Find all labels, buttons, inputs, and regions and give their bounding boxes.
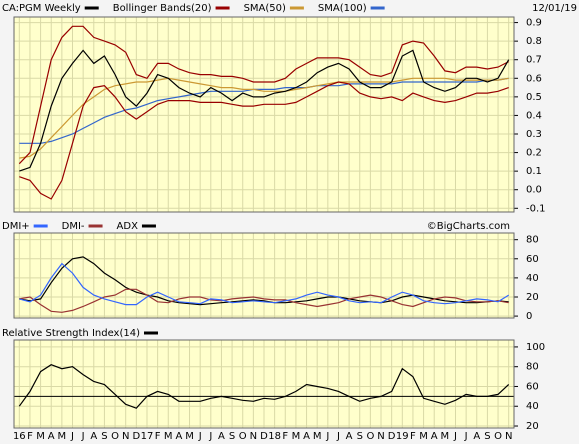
x-tick-label: S — [357, 431, 363, 442]
x-tick-label: M — [58, 431, 67, 442]
y-tick-label: 20 — [526, 292, 539, 303]
x-tick-label: M — [441, 431, 450, 442]
x-tick-label: 16 — [13, 431, 26, 442]
x-tick-label: N — [377, 431, 384, 442]
credit: ©BigCharts.com — [427, 221, 510, 232]
legend-label: DMI- — [62, 221, 85, 232]
x-tick-label: N — [250, 431, 257, 442]
x-tick-label: F — [155, 431, 161, 442]
plot-frame — [13, 339, 515, 429]
x-tick-label: D — [388, 431, 396, 442]
x-tick-label: M — [164, 431, 173, 442]
y-tick-label: 0 — [526, 311, 532, 322]
x-tick-label: A — [175, 431, 182, 442]
date-label: 12/01/19 — [532, 3, 577, 14]
plot-frame — [13, 232, 515, 319]
x-tick-label: O — [494, 431, 502, 442]
legend-label: ADX — [117, 221, 139, 232]
x-tick-label: J — [208, 431, 212, 442]
x-tick-label: A — [218, 431, 225, 442]
series-line — [19, 262, 510, 306]
x-tick-label: 19 — [396, 431, 409, 442]
y-tick-label: 0.4 — [526, 110, 542, 121]
y-tick-label: 20 — [526, 421, 539, 432]
x-tick-label: D — [132, 431, 140, 442]
x-tick-label: N — [122, 431, 129, 442]
x-tick-label: A — [303, 431, 310, 442]
y-tick-label: 0.7 — [526, 55, 542, 66]
y-tick-label: 0.6 — [526, 73, 542, 84]
series-line — [18, 25, 509, 165]
x-tick-label: M — [185, 431, 194, 442]
x-tick-label: F — [27, 431, 33, 442]
x-tick-label: A — [48, 431, 55, 442]
y-tick-label: 0.0 — [526, 185, 542, 196]
y-tick-label: 40 — [526, 273, 539, 284]
y-tick-label: 0.5 — [526, 92, 542, 103]
x-tick-label: J — [198, 431, 202, 442]
y-tick-label: 60 — [526, 254, 539, 265]
x-tick-label: J — [464, 431, 468, 442]
x-tick-label: 18 — [268, 431, 281, 442]
x-tick-label: J — [325, 431, 329, 442]
x-tick-label: S — [484, 431, 490, 442]
x-tick-label: S — [101, 431, 107, 442]
x-tick-label: S — [229, 431, 235, 442]
series-line — [18, 364, 510, 409]
x-tick-label: A — [346, 431, 353, 442]
y-tick-label: 0.8 — [526, 36, 542, 47]
x-tick-label: A — [473, 431, 480, 442]
x-tick-label: N — [505, 431, 512, 442]
plot-frame — [13, 16, 515, 213]
y-tick-label: 0.3 — [526, 129, 542, 140]
y-tick-label: 0.1 — [526, 166, 542, 177]
x-tick-label: M — [36, 431, 45, 442]
x-tick-label: A — [431, 431, 438, 442]
series-line — [19, 256, 509, 306]
x-tick-label: A — [90, 431, 97, 442]
x-tick-label: J — [453, 431, 457, 442]
legend-label: SMA(100) — [318, 3, 367, 14]
x-tick-label: F — [282, 431, 288, 442]
x-tick-label: D — [260, 431, 268, 442]
x-tick-label: J — [336, 431, 340, 442]
legend-label: CA:PGM Weekly — [2, 3, 81, 14]
legend-label: SMA(50) — [244, 3, 286, 14]
y-tick-label: 80 — [526, 235, 539, 246]
legend-label: Bollinger Bands(20) — [113, 3, 212, 14]
y-tick-label: 80 — [526, 362, 539, 373]
x-tick-label: O — [366, 431, 374, 442]
series-line-lower — [19, 81, 509, 200]
y-tick-label: -0.1 — [526, 203, 546, 214]
x-tick-label: O — [239, 431, 247, 442]
x-tick-label: O — [111, 431, 119, 442]
series-line — [19, 77, 509, 159]
legend-label: DMI+ — [2, 221, 30, 232]
legend-label: Relative Strength Index(14) — [2, 328, 140, 339]
y-tick-label: 0.2 — [526, 148, 542, 159]
series-line — [19, 77, 509, 144]
x-tick-label: M — [292, 431, 301, 442]
y-tick-label: 40 — [526, 401, 539, 412]
y-tick-label: 0.9 — [526, 18, 542, 29]
y-tick-label: 100 — [526, 342, 545, 353]
x-tick-label: F — [410, 431, 416, 442]
series-line — [19, 49, 510, 172]
x-tick-label: J — [70, 431, 74, 442]
y-tick-label: 60 — [526, 381, 539, 392]
x-tick-label: M — [419, 431, 428, 442]
x-tick-label: M — [313, 431, 322, 442]
x-tick-label: J — [81, 431, 85, 442]
x-tick-label: 17 — [141, 431, 154, 442]
